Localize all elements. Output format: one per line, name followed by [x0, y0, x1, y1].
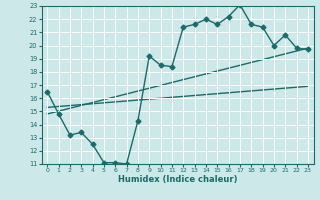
X-axis label: Humidex (Indice chaleur): Humidex (Indice chaleur): [118, 175, 237, 184]
